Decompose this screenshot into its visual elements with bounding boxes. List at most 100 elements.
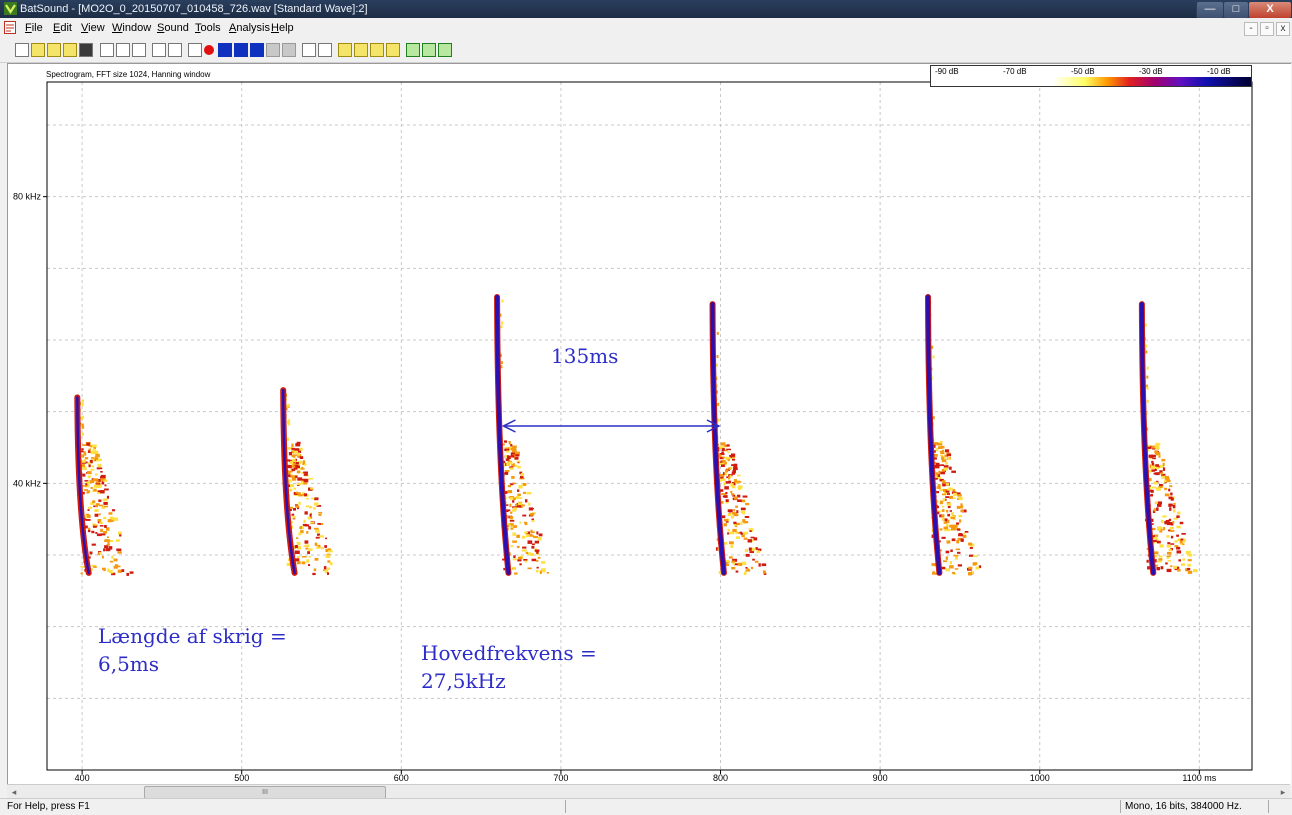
call-speckle (103, 517, 106, 519)
call-speckle (1176, 547, 1180, 550)
call-speckle (97, 534, 102, 537)
call-speckle (1173, 505, 1176, 508)
call-speckle (537, 567, 539, 569)
call-speckle (728, 529, 730, 532)
call-speckle (1151, 494, 1153, 497)
call-speckle (296, 537, 298, 539)
call-speckle (946, 524, 949, 526)
call-speckle (949, 496, 953, 499)
call-speckle (95, 473, 98, 475)
call-speckle (104, 489, 109, 491)
scroll-left-icon[interactable]: ◂ (7, 785, 21, 799)
call-speckle (736, 536, 740, 539)
call-speckle (298, 502, 301, 505)
call-speckle (1154, 551, 1158, 554)
call-speckle (94, 485, 99, 488)
call-speckle (511, 545, 514, 547)
call-speckle (292, 514, 295, 516)
call-speckle (82, 426, 84, 429)
call-speckle (737, 481, 741, 483)
call-speckle (541, 561, 546, 564)
call-speckle (88, 477, 90, 479)
call-speckle (725, 470, 728, 473)
call-speckle (1152, 528, 1156, 530)
call-speckle (949, 467, 952, 470)
call-speckle (1166, 535, 1169, 538)
call-speckle (948, 529, 951, 531)
call-speckle (1147, 387, 1149, 390)
call-speckle (85, 457, 88, 459)
call-speckle (521, 473, 524, 476)
call-speckle (1188, 559, 1192, 561)
call-speckle (505, 472, 508, 475)
call-speckle (955, 568, 959, 570)
call-speckle (1177, 512, 1181, 515)
scroll-right-icon[interactable]: ▸ (1276, 785, 1290, 799)
call-speckle (98, 519, 102, 522)
call-speckle (292, 478, 296, 481)
colorbar-gradient (931, 77, 1251, 86)
call-speckle (726, 499, 729, 502)
call-speckle (510, 483, 513, 485)
call-speckle (293, 455, 295, 458)
call-speckle (330, 562, 333, 565)
call-speckle (733, 522, 736, 524)
call-speckle (940, 455, 943, 457)
call-speckle (313, 507, 316, 509)
call-speckle (721, 493, 725, 495)
call-speckle (750, 530, 752, 532)
x-tick-label: 500 (234, 773, 249, 783)
call-speckle (949, 565, 954, 568)
call-speckle (1151, 490, 1154, 493)
call-speckle (289, 489, 292, 492)
status-divider (1268, 800, 1269, 813)
call-speckle (302, 556, 307, 558)
call-speckle (299, 526, 302, 529)
call-speckle (1156, 567, 1160, 570)
call-speckle (720, 489, 723, 492)
call-speckle (522, 536, 525, 539)
call-speckle (947, 454, 951, 457)
call-speckle (942, 509, 945, 512)
call-speckle (118, 570, 122, 573)
call-speckle (290, 484, 294, 487)
call-speckle (1155, 472, 1159, 475)
call-speckle (1164, 480, 1166, 483)
call-speckle (1165, 562, 1168, 564)
call-speckle (1173, 518, 1178, 520)
call-speckle (501, 325, 503, 328)
call-speckle (508, 485, 511, 487)
call-speckle (940, 528, 943, 530)
call-speckle (934, 465, 939, 468)
y-tick-label: 80 kHz (13, 192, 42, 202)
call-speckle (756, 547, 758, 550)
call-speckle (734, 479, 737, 482)
call-speckle (307, 551, 310, 554)
call-speckle (724, 519, 728, 521)
call-speckle (942, 537, 946, 539)
call-speckle (1173, 566, 1177, 569)
call-speckle (969, 555, 973, 557)
call-speckle (947, 514, 950, 517)
call-speckle (509, 442, 511, 445)
call-speckle (722, 457, 725, 459)
call-speckle (718, 419, 720, 422)
horizontal-scrollbar[interactable]: ◂ III ▸ (7, 784, 1290, 799)
call-speckle (941, 457, 944, 461)
call-speckle (1157, 504, 1161, 507)
call-speckle (94, 509, 98, 512)
colorbar-label: -50 dB (1071, 67, 1095, 76)
call-speckle (515, 455, 519, 457)
call-speckle (1167, 552, 1172, 555)
call-speckle (530, 513, 534, 516)
call-speckle (724, 523, 727, 526)
call-speckle (306, 498, 309, 500)
call-speckle (92, 445, 97, 448)
call-speckle (530, 530, 532, 533)
call-speckle (727, 452, 729, 454)
call-speckle (515, 465, 517, 467)
call-speckle (512, 449, 517, 452)
call-speckle (316, 547, 319, 549)
call-speckle (726, 560, 730, 563)
